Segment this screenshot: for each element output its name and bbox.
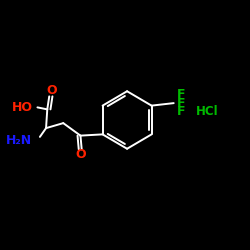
Text: O: O [76, 148, 86, 162]
Text: HCl: HCl [196, 105, 218, 118]
Text: HO: HO [12, 101, 33, 114]
Text: O: O [46, 84, 57, 97]
Text: F: F [177, 105, 186, 118]
Text: F: F [177, 96, 186, 110]
Text: F: F [177, 88, 186, 102]
Text: H₂N: H₂N [6, 134, 32, 147]
